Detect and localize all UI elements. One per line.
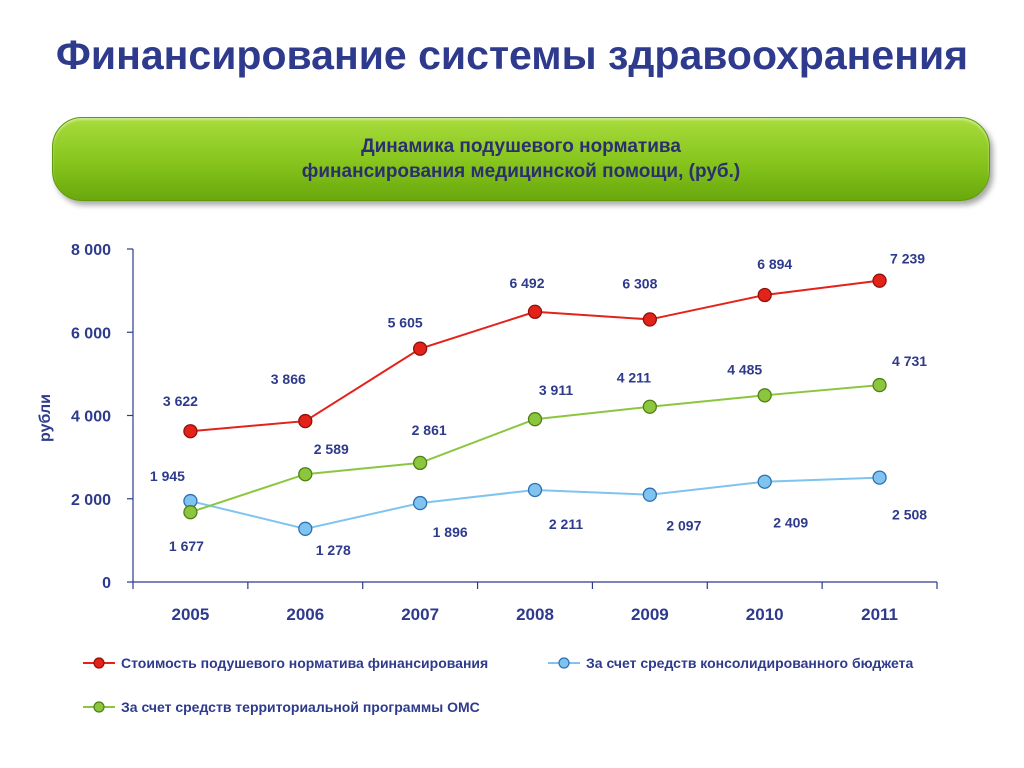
data-point-budget bbox=[298, 521, 313, 536]
data-point-oms bbox=[298, 467, 313, 482]
page-title: Финансирование системы здравоохранения bbox=[55, 32, 969, 78]
y-tick-label: 6 000 bbox=[71, 325, 111, 342]
legend-marker-budget bbox=[558, 657, 570, 669]
data-label-budget: 1 278 bbox=[316, 542, 351, 558]
data-point-budget bbox=[872, 470, 887, 485]
data-label-total: 6 492 bbox=[509, 275, 544, 291]
data-label-budget: 1 896 bbox=[433, 524, 468, 540]
data-point-oms bbox=[757, 388, 772, 403]
data-label-oms: 2 589 bbox=[314, 441, 349, 457]
data-label-total: 6 894 bbox=[757, 256, 792, 272]
y-axis-title: рубли bbox=[37, 394, 54, 442]
data-point-total bbox=[527, 304, 543, 319]
data-label-oms: 4 485 bbox=[727, 361, 762, 377]
data-label-total: 3 622 bbox=[163, 393, 198, 409]
data-label-oms: 4 731 bbox=[892, 353, 927, 369]
chart-heading: Динамика подушевого норматива финансиров… bbox=[53, 134, 989, 184]
data-point-total bbox=[757, 287, 772, 303]
chart-heading-line-1: Динамика подушевого норматива bbox=[361, 136, 681, 157]
x-tick-label: 2006 bbox=[286, 605, 324, 624]
legend-label-oms: За счет средств территориальной программ… bbox=[121, 699, 480, 715]
data-label-total: 6 308 bbox=[622, 275, 657, 291]
data-point-total bbox=[872, 273, 887, 288]
legend-label-budget: За счет средств консолидированного бюдже… bbox=[586, 655, 913, 671]
x-tick-label: 2005 bbox=[172, 605, 210, 624]
legend-marker-total bbox=[93, 657, 105, 669]
data-point-total bbox=[412, 341, 428, 356]
data-label-budget: 2 211 bbox=[549, 516, 583, 532]
data-label-oms: 3 911 bbox=[539, 382, 573, 398]
data-label-oms: 2 861 bbox=[412, 422, 447, 438]
data-label-budget: 1 945 bbox=[150, 468, 185, 484]
legend-marker-oms bbox=[93, 701, 105, 713]
y-tick-label: 2 000 bbox=[71, 492, 111, 509]
data-point-budget bbox=[412, 495, 428, 511]
y-tick-label: 0 bbox=[102, 575, 111, 592]
data-point-oms bbox=[412, 455, 428, 471]
data-label-oms: 1 677 bbox=[169, 538, 204, 554]
data-point-budget bbox=[757, 474, 772, 489]
data-point-total bbox=[298, 413, 313, 429]
data-point-total bbox=[183, 424, 198, 439]
data-label-budget: 2 409 bbox=[773, 515, 808, 531]
data-point-oms bbox=[642, 399, 658, 414]
data-point-oms bbox=[872, 377, 887, 393]
data-point-budget bbox=[642, 487, 658, 502]
x-tick-label: 2011 bbox=[861, 605, 898, 624]
data-label-total: 7 239 bbox=[890, 251, 925, 267]
chart-heading-banner: Динамика подушевого норматива финансиров… bbox=[52, 117, 990, 201]
data-point-oms bbox=[183, 505, 198, 520]
y-tick-label: 4 000 bbox=[71, 409, 111, 426]
data-point-oms bbox=[527, 412, 543, 427]
x-tick-label: 2010 bbox=[746, 605, 784, 624]
x-tick-label: 2008 bbox=[516, 605, 554, 624]
data-point-budget bbox=[527, 482, 543, 498]
data-label-budget: 2 508 bbox=[892, 507, 927, 523]
legend-label-total: Стоимость подушевого норматива финансиро… bbox=[121, 655, 488, 671]
series-line-total bbox=[190, 279, 880, 433]
x-tick-label: 2009 bbox=[631, 605, 669, 624]
y-tick-label: 8 000 bbox=[71, 242, 111, 259]
data-label-budget: 2 097 bbox=[666, 518, 701, 534]
data-label-oms: 4 211 bbox=[617, 370, 651, 386]
chart-heading-line-2: финансирования медицинской помощи, (руб.… bbox=[301, 161, 741, 182]
data-label-total: 5 605 bbox=[388, 315, 423, 331]
data-point-total bbox=[642, 312, 658, 327]
x-tick-label: 2007 bbox=[401, 605, 439, 624]
data-label-total: 3 866 bbox=[271, 371, 306, 387]
